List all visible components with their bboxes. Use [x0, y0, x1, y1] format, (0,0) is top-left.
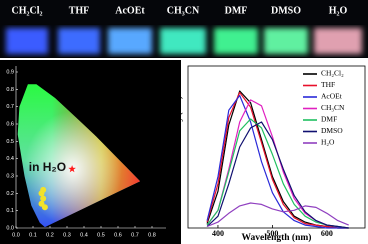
legend-label: CH₃CN: [321, 103, 345, 112]
y-tick-label: 0.8: [6, 87, 14, 93]
y-tick-label: 0.9: [6, 69, 14, 75]
vials: [6, 28, 362, 54]
legend-label: DMF: [321, 115, 337, 124]
x-tick-label: 0.6: [114, 232, 122, 238]
annotation: in H₂O: [29, 160, 66, 174]
y-tick-label: 0.3: [6, 173, 14, 179]
solvent-label: DMF: [225, 5, 248, 16]
legend-label: DMSO: [321, 126, 343, 135]
spectrum-line: [206, 91, 349, 229]
solvent-label: CH₂Cl₂: [12, 5, 43, 16]
spectra-background: [183, 60, 368, 244]
vial: [58, 28, 100, 54]
x-axis-label: Wavelength (nm): [242, 232, 312, 243]
y-tick-label: 0.6: [6, 121, 14, 127]
x-tick-label: 500: [266, 229, 278, 238]
y-tick-label: 0.2: [6, 191, 14, 197]
vial: [314, 28, 362, 54]
x-tick-label: 0.8: [148, 232, 156, 238]
point: [41, 204, 48, 211]
plot-frame: [187, 65, 366, 229]
x-tick-label: 0.1: [29, 232, 37, 238]
spectrum-line: [206, 121, 349, 229]
x-tick-label: 400: [212, 229, 224, 238]
spectrum-line: [206, 94, 349, 229]
solvent-label: H₂O: [329, 5, 348, 16]
x-tick-label: 0.5: [97, 232, 105, 238]
vial: [214, 28, 258, 54]
star-point: [68, 165, 76, 173]
x-tick-label: 0.4: [80, 232, 88, 238]
solvent-label: THF: [69, 5, 90, 16]
legend-label: H₂O: [321, 138, 335, 147]
point: [38, 190, 45, 197]
y-tick-label: 0.7: [6, 104, 14, 110]
point: [40, 195, 47, 202]
vial: [108, 28, 152, 54]
x-tick-label: 600: [321, 229, 333, 238]
y-tick-label: 0.1: [6, 208, 14, 214]
legend-label: THF: [321, 80, 335, 89]
y-tick-label: 0.0: [6, 225, 14, 231]
spectrum-line: [206, 202, 349, 228]
vial: [6, 28, 48, 54]
vial: [264, 28, 308, 54]
legend-label: CH₂Cl₂: [321, 69, 344, 78]
y-axis-label: Fluorescence intensity (a.u.): [173, 96, 183, 198]
vial: [160, 28, 206, 54]
solvent-label: AcOEt: [115, 5, 145, 16]
x-tick-label: 0.3: [63, 232, 71, 238]
legend-label: AcOEt: [321, 92, 343, 101]
y-tick-label: 0.4: [6, 156, 14, 162]
x-tick-label: 0.7: [131, 232, 139, 238]
solvent-label: CH₃CN: [167, 5, 200, 16]
x-tick-label: 0.2: [46, 232, 54, 238]
y-tick-label: 0.5: [6, 139, 14, 145]
x-tick-label: 0.0: [12, 232, 20, 238]
solvent-label: DMSO: [271, 5, 301, 16]
